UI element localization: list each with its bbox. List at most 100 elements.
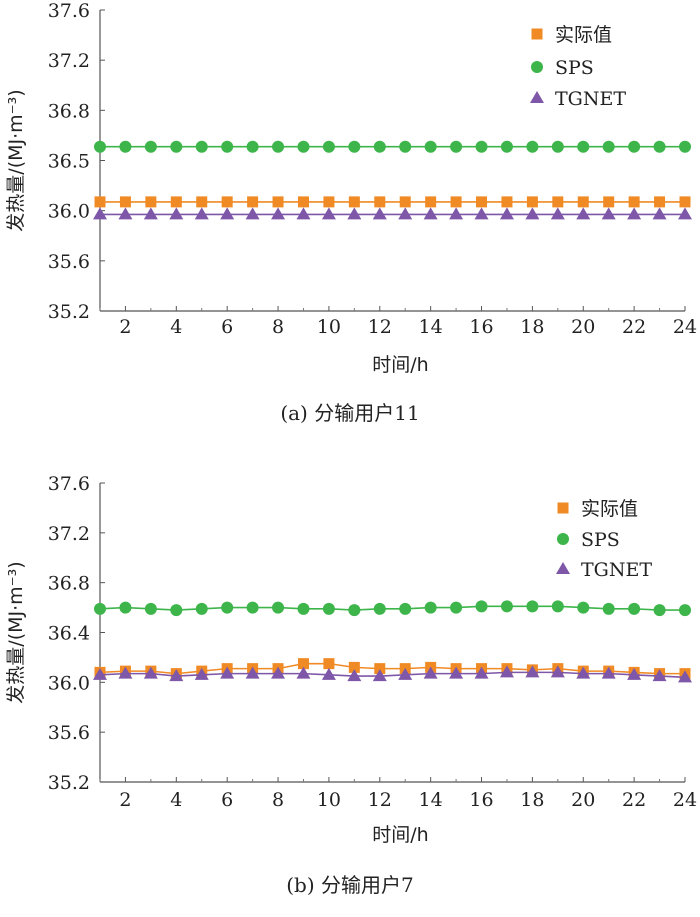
data-point	[678, 670, 692, 683]
data-point	[119, 196, 131, 208]
data-point	[552, 196, 564, 208]
legend-label: TGNET	[555, 88, 626, 110]
data-point	[551, 600, 564, 613]
data-point	[94, 140, 106, 153]
data-point	[501, 196, 513, 208]
data-point	[424, 140, 437, 153]
legend-label: 实际值	[581, 498, 638, 520]
x-tick-label: 2	[119, 316, 131, 338]
x-tick-label: 16	[469, 789, 493, 811]
data-point	[323, 658, 335, 670]
data-point	[245, 207, 260, 220]
data-point	[373, 140, 386, 153]
data-point	[653, 604, 666, 617]
data-point	[348, 661, 360, 673]
data-point	[194, 667, 209, 680]
data-point	[500, 140, 513, 153]
data-point	[119, 140, 132, 153]
data-point	[297, 196, 309, 208]
chart-caption: (a) 分输用户11	[280, 401, 419, 425]
data-point	[169, 207, 184, 220]
data-point	[628, 602, 641, 615]
x-tick-label: 8	[272, 316, 284, 338]
data-point	[221, 196, 233, 208]
series-line	[99, 662, 685, 675]
data-point	[450, 140, 463, 153]
x-tick-label: 10	[317, 789, 341, 811]
x-tick-label: 14	[419, 789, 443, 811]
x-tick-label: 14	[419, 316, 443, 338]
data-point	[272, 140, 285, 153]
legend-label: SPS	[555, 57, 594, 79]
data-point	[653, 140, 666, 153]
data-point	[143, 666, 158, 679]
legend-marker	[530, 91, 544, 103]
data-point	[272, 601, 285, 614]
data-point	[297, 602, 310, 615]
y-tick-label: 36.8	[48, 100, 90, 122]
x-tick-label: 20	[571, 316, 595, 338]
data-point	[450, 196, 462, 208]
x-tick-label: 24	[673, 316, 697, 338]
x-tick-label: 2	[119, 789, 131, 811]
data-point	[297, 140, 310, 153]
data-point	[271, 207, 286, 220]
x-tick-label: 16	[469, 316, 493, 338]
data-point	[196, 196, 208, 208]
chart-1: 35.235.636.036.536.837.237.62 4 6 8 10 12 14 16…	[5, 0, 697, 425]
data-point	[399, 196, 411, 208]
data-point	[94, 602, 106, 615]
data-point	[322, 602, 335, 615]
data-point	[425, 196, 437, 208]
data-point	[321, 667, 336, 680]
x-tick-label: 10	[317, 316, 341, 338]
legend-label: TGNET	[581, 559, 652, 581]
x-tick-label: 20	[571, 789, 595, 811]
x-tick-label: 6	[221, 789, 233, 811]
data-point	[678, 207, 692, 220]
y-tick-label: 37.2	[48, 523, 90, 545]
data-point	[450, 601, 463, 614]
y-axis-title: 发热量/(MJ·m⁻³)	[5, 89, 27, 231]
data-point	[119, 601, 132, 614]
data-point	[323, 196, 335, 208]
legend-marker	[531, 28, 543, 40]
data-point	[526, 140, 539, 153]
data-point	[602, 602, 615, 615]
data-point	[601, 666, 616, 679]
data-point	[321, 207, 336, 220]
x-tick-label: 22	[622, 789, 646, 811]
data-point	[348, 196, 360, 208]
legend-marker	[556, 562, 570, 574]
y-tick-label: 35.6	[48, 722, 90, 744]
data-point	[628, 140, 641, 153]
data-point	[170, 196, 182, 208]
data-point	[220, 207, 235, 220]
data-point	[297, 658, 309, 670]
data-point	[169, 669, 184, 682]
data-point	[118, 207, 133, 220]
data-point	[194, 207, 209, 220]
x-axis-title: 时间/h	[372, 824, 428, 846]
data-point	[551, 140, 564, 153]
y-tick-label: 37.2	[48, 50, 90, 72]
data-point	[550, 207, 565, 220]
legend-marker	[557, 533, 569, 545]
data-point	[374, 196, 386, 208]
chart-2: 35.235.636.036.436.837.237.62 4 6 8 10 12 14 16…	[5, 473, 697, 897]
data-point	[247, 196, 259, 208]
data-point	[347, 207, 362, 220]
data-point	[577, 601, 590, 614]
data-point	[476, 196, 488, 208]
legend-label: 实际值	[555, 24, 612, 46]
data-point	[474, 666, 489, 679]
y-tick-label: 36.4	[48, 623, 90, 645]
x-tick-label: 4	[170, 316, 182, 338]
series-line	[99, 671, 686, 679]
data-point	[347, 669, 362, 682]
x-tick-label: 18	[520, 316, 544, 338]
data-point	[93, 207, 107, 220]
data-point	[195, 602, 208, 615]
data-point	[170, 140, 183, 153]
